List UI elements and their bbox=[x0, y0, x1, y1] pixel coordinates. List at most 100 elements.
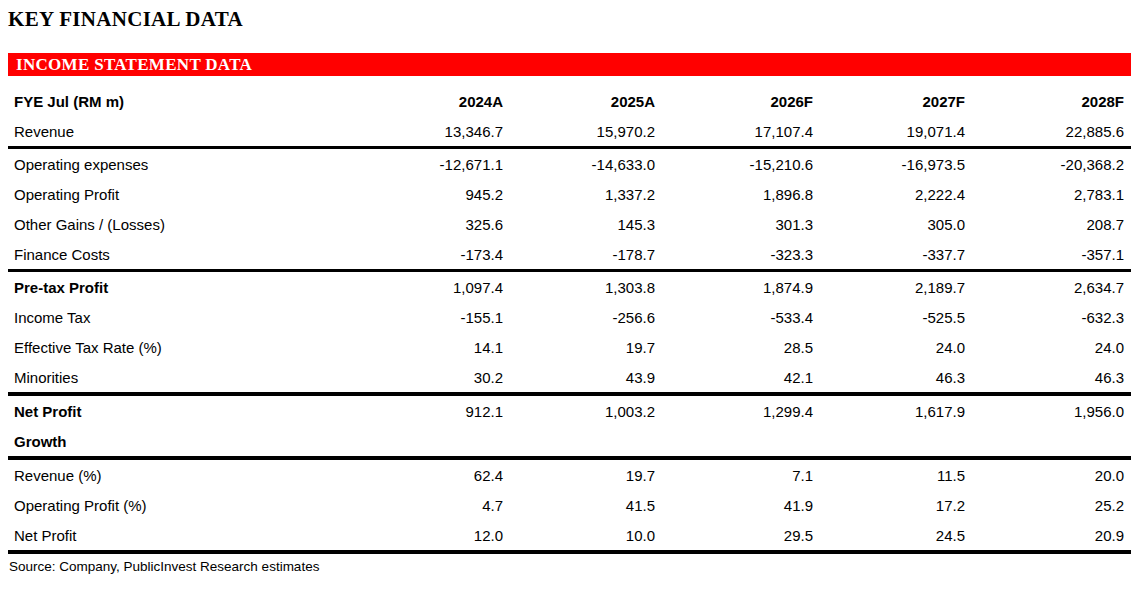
cell-value: 22,885.6 bbox=[972, 116, 1131, 148]
row-label: Revenue (%) bbox=[8, 458, 360, 490]
cell-value: 41.5 bbox=[510, 490, 662, 520]
cell-value: 24.0 bbox=[820, 332, 972, 362]
cell-value: 12.0 bbox=[360, 520, 510, 552]
cell-value: 1,097.4 bbox=[360, 271, 510, 303]
cell-value: 2,189.7 bbox=[820, 271, 972, 303]
section-banner-label: INCOME STATEMENT DATA bbox=[16, 55, 252, 74]
cell-value: 19.7 bbox=[510, 458, 662, 490]
row-label: Operating Profit bbox=[8, 179, 360, 209]
cell-value: 14.1 bbox=[360, 332, 510, 362]
cell-value: 24.0 bbox=[972, 332, 1131, 362]
cell-value: 24.5 bbox=[820, 520, 972, 552]
table-row: Finance Costs-173.4-178.7-323.3-337.7-35… bbox=[8, 239, 1131, 271]
cell-value: -178.7 bbox=[510, 239, 662, 271]
cell-value: 1,299.4 bbox=[662, 394, 820, 426]
table-row: Revenue13,346.715,970.217,107.419,071.42… bbox=[8, 116, 1131, 148]
cell-value: 325.6 bbox=[360, 209, 510, 239]
cell-value: 43.9 bbox=[510, 362, 662, 394]
cell-value: -525.5 bbox=[820, 302, 972, 332]
row-label: Other Gains / (Losses) bbox=[8, 209, 360, 239]
table-body: Revenue13,346.715,970.217,107.419,071.42… bbox=[8, 116, 1131, 552]
cell-value: 301.3 bbox=[662, 209, 820, 239]
cell-value: 19.7 bbox=[510, 332, 662, 362]
cell-value: 4.7 bbox=[360, 490, 510, 520]
cell-value: 25.2 bbox=[972, 490, 1131, 520]
cell-value: 15,970.2 bbox=[510, 116, 662, 148]
row-label: Net Profit bbox=[8, 520, 360, 552]
cell-value bbox=[510, 426, 662, 458]
section-banner: INCOME STATEMENT DATA bbox=[8, 53, 1131, 76]
table-row: Revenue (%)62.419.77.111.520.0 bbox=[8, 458, 1131, 490]
table-row: Operating Profit (%)4.741.541.917.225.2 bbox=[8, 490, 1131, 520]
table-row: Minorities30.243.942.146.346.3 bbox=[8, 362, 1131, 394]
row-label: Income Tax bbox=[8, 302, 360, 332]
cell-value: 13,346.7 bbox=[360, 116, 510, 148]
cell-value: 42.1 bbox=[662, 362, 820, 394]
row-label: Operating expenses bbox=[8, 148, 360, 180]
cell-value: 2,783.1 bbox=[972, 179, 1131, 209]
cell-value: -173.4 bbox=[360, 239, 510, 271]
cell-value: 19,071.4 bbox=[820, 116, 972, 148]
cell-value: 11.5 bbox=[820, 458, 972, 490]
table-header-row: FYE Jul (RM m) 2024A 2025A 2026F 2027F 2… bbox=[8, 86, 1131, 116]
report-page: KEY FINANCIAL DATA INCOME STATEMENT DATA… bbox=[0, 0, 1140, 592]
table-row: Net Profit912.11,003.21,299.41,617.91,95… bbox=[8, 394, 1131, 426]
row-label: Operating Profit (%) bbox=[8, 490, 360, 520]
column-header-2027f: 2027F bbox=[820, 86, 972, 116]
cell-value: 1,874.9 bbox=[662, 271, 820, 303]
cell-value bbox=[972, 426, 1131, 458]
table-row: Other Gains / (Losses)325.6145.3301.3305… bbox=[8, 209, 1131, 239]
column-header-fye: FYE Jul (RM m) bbox=[8, 86, 360, 116]
row-label: Net Profit bbox=[8, 394, 360, 426]
cell-value: 17,107.4 bbox=[662, 116, 820, 148]
cell-value: 2,222.4 bbox=[820, 179, 972, 209]
cell-value: 945.2 bbox=[360, 179, 510, 209]
cell-value: -357.1 bbox=[972, 239, 1131, 271]
cell-value: -533.4 bbox=[662, 302, 820, 332]
cell-value: 46.3 bbox=[820, 362, 972, 394]
cell-value: -256.6 bbox=[510, 302, 662, 332]
table-row: Operating Profit945.21,337.21,896.82,222… bbox=[8, 179, 1131, 209]
column-header-2028f: 2028F bbox=[972, 86, 1131, 116]
cell-value: 10.0 bbox=[510, 520, 662, 552]
cell-value: -15,210.6 bbox=[662, 148, 820, 180]
table-row: Effective Tax Rate (%)14.119.728.524.024… bbox=[8, 332, 1131, 362]
cell-value: 30.2 bbox=[360, 362, 510, 394]
cell-value bbox=[360, 426, 510, 458]
cell-value bbox=[820, 426, 972, 458]
cell-value: -16,973.5 bbox=[820, 148, 972, 180]
source-note: Source: Company, PublicInvest Research e… bbox=[8, 558, 1131, 575]
cell-value: 17.2 bbox=[820, 490, 972, 520]
cell-value: 28.5 bbox=[662, 332, 820, 362]
cell-value: -20,368.2 bbox=[972, 148, 1131, 180]
cell-value: 145.3 bbox=[510, 209, 662, 239]
cell-value: 41.9 bbox=[662, 490, 820, 520]
cell-value: 912.1 bbox=[360, 394, 510, 426]
cell-value: 1,956.0 bbox=[972, 394, 1131, 426]
cell-value: -323.3 bbox=[662, 239, 820, 271]
cell-value: 1,896.8 bbox=[662, 179, 820, 209]
cell-value: 1,303.8 bbox=[510, 271, 662, 303]
cell-value: -14,633.0 bbox=[510, 148, 662, 180]
row-label: Effective Tax Rate (%) bbox=[8, 332, 360, 362]
cell-value: 20.0 bbox=[972, 458, 1131, 490]
column-header-2024a: 2024A bbox=[360, 86, 510, 116]
page-title: KEY FINANCIAL DATA bbox=[8, 6, 1131, 32]
income-statement-table: FYE Jul (RM m) 2024A 2025A 2026F 2027F 2… bbox=[8, 86, 1131, 554]
cell-value: 305.0 bbox=[820, 209, 972, 239]
table-row: Pre-tax Profit1,097.41,303.81,874.92,189… bbox=[8, 271, 1131, 303]
cell-value: 46.3 bbox=[972, 362, 1131, 394]
row-label: Pre-tax Profit bbox=[8, 271, 360, 303]
cell-value: 1,617.9 bbox=[820, 394, 972, 426]
cell-value: 1,003.2 bbox=[510, 394, 662, 426]
table-row: Operating expenses-12,671.1-14,633.0-15,… bbox=[8, 148, 1131, 180]
cell-value: 20.9 bbox=[972, 520, 1131, 552]
cell-value: -12,671.1 bbox=[360, 148, 510, 180]
cell-value: 1,337.2 bbox=[510, 179, 662, 209]
column-header-2026f: 2026F bbox=[662, 86, 820, 116]
table-row: Income Tax-155.1-256.6-533.4-525.5-632.3 bbox=[8, 302, 1131, 332]
row-label: Growth bbox=[8, 426, 360, 458]
table-row: Growth bbox=[8, 426, 1131, 458]
cell-value bbox=[662, 426, 820, 458]
cell-value: 7.1 bbox=[662, 458, 820, 490]
